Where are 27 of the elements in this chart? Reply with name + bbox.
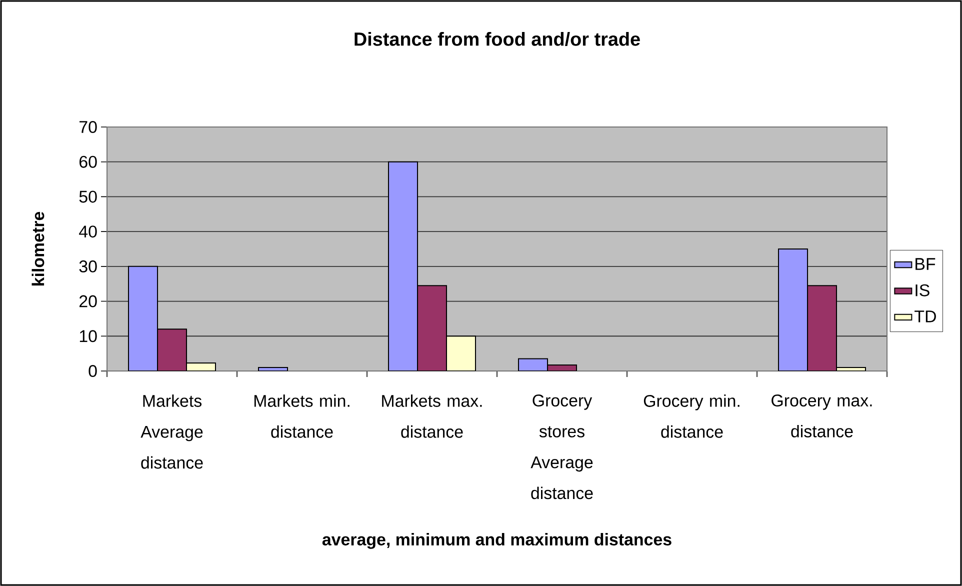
y-tick-label: 20 xyxy=(80,295,97,308)
chart-title: Distance from food and/or trade xyxy=(354,32,640,46)
x-axis-title: average, minimum and maximum distances xyxy=(322,533,672,549)
legend-label: IS xyxy=(916,284,930,296)
x-tick-label: Grocery max. distance xyxy=(772,394,872,438)
y-tick-label: 0 xyxy=(88,364,97,377)
y-tick-label: 50 xyxy=(79,190,97,203)
bar xyxy=(778,248,808,371)
y-tick-label: 30 xyxy=(79,260,97,272)
legend-label: TD xyxy=(914,310,936,322)
x-tick-label: Grocery stores Average distance xyxy=(530,394,593,500)
bar xyxy=(417,285,448,371)
y-axis-title: kilometre xyxy=(32,212,44,286)
bar xyxy=(157,328,188,371)
legend-label: BF xyxy=(916,258,936,270)
bar xyxy=(128,266,158,371)
bar xyxy=(807,285,838,371)
y-tick-label: 60 xyxy=(80,156,97,168)
bar xyxy=(446,336,476,371)
y-tick-label: 40 xyxy=(79,226,97,238)
bar xyxy=(388,161,418,371)
x-tick-label: Markets max. distance xyxy=(382,394,482,438)
y-tick-label: 70 xyxy=(80,120,97,133)
x-tick-label: Markets Average distance xyxy=(140,394,203,469)
x-tick-label: Markets min. distance xyxy=(254,394,350,438)
x-tick-label: Grocery min. distance xyxy=(644,394,740,438)
y-tick-label: 10 xyxy=(80,330,97,342)
